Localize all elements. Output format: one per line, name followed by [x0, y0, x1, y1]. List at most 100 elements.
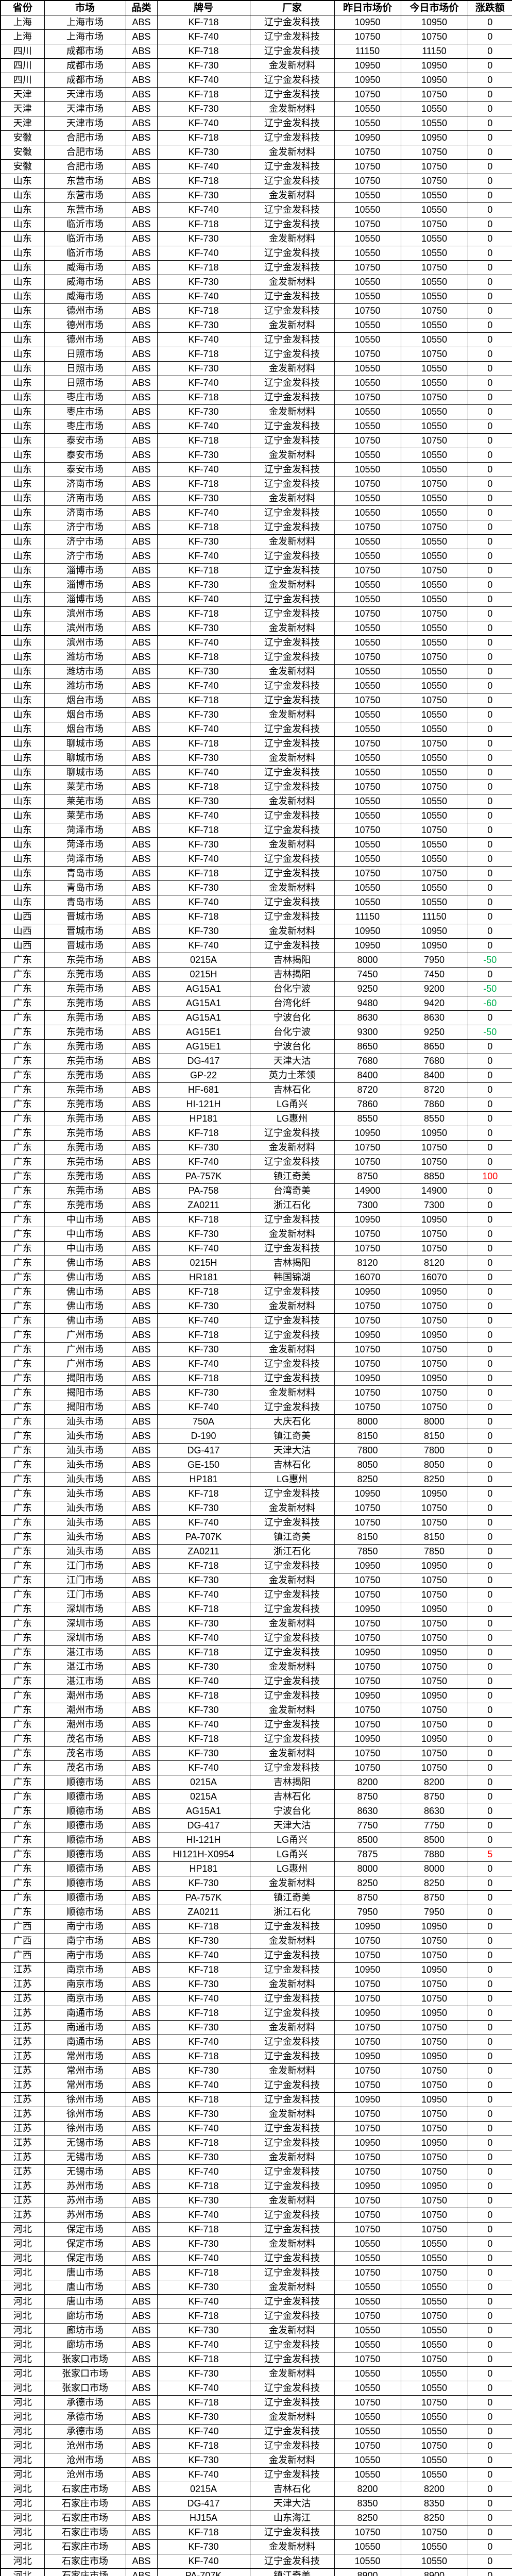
cell-market: 潍坊市场: [44, 679, 126, 693]
cell-grade: AG15A1: [157, 996, 250, 1011]
cell-province: 河北: [0, 2438, 45, 2453]
cell-market: 南宁市场: [44, 1934, 126, 1948]
cell-change: -50: [467, 953, 512, 968]
cell-grade: KF-730: [157, 534, 250, 549]
cell-manufacturer: 金发新材料: [249, 751, 335, 766]
cell-price-today: 10750: [400, 1140, 468, 1155]
cell-price-yesterday: 10750: [334, 2035, 401, 2049]
cell-manufacturer: 金发新材料: [249, 231, 335, 246]
table-row: 广东 中山市场 ABS KF-730 金发新材料 10750 10750 0: [0, 1227, 512, 1242]
cell-manufacturer: 辽宁金发科技: [249, 1732, 335, 1747]
cell-grade: KF-740: [157, 1948, 250, 1963]
cell-change: 0: [467, 1674, 512, 1689]
cell-manufacturer: 辽宁金发科技: [249, 2309, 335, 2324]
cell-price-yesterday: 10950: [334, 1962, 401, 1977]
cell-province: 广东: [0, 1025, 45, 1040]
table-row: 广东 顺德市场 ABS HI-121H LG甬兴 8500 8500 0: [0, 1833, 512, 1848]
cell-price-today: 10550: [400, 231, 468, 246]
cell-market: 德州市场: [44, 332, 126, 347]
cell-price-today: 10750: [400, 1948, 468, 1963]
cell-price-today: 10750: [400, 1501, 468, 1516]
cell-market: 顺德市场: [44, 1890, 126, 1905]
cell-market: 石家庄市场: [44, 2525, 126, 2540]
cell-grade: KF-730: [157, 794, 250, 809]
cell-market: 青岛市场: [44, 866, 126, 881]
cell-change: 0: [467, 1804, 512, 1819]
cell-manufacturer: 金发新材料: [249, 534, 335, 549]
cell-price-yesterday: 10750: [334, 1515, 401, 1530]
cell-province: 山东: [0, 650, 45, 665]
table-row: 广东 潮州市场 ABS KF-718 辽宁金发科技 10950 10950 0: [0, 1688, 512, 1703]
cell-province: 山东: [0, 880, 45, 895]
cell-category: ABS: [125, 2222, 158, 2237]
cell-grade: KF-730: [157, 1659, 250, 1674]
table-row: 广东 湛江市场 ABS KF-718 辽宁金发科技 10950 10950 0: [0, 1645, 512, 1660]
table-row: 河北 承德市场 ABS KF-718 辽宁金发科技 10750 10750 0: [0, 2395, 512, 2410]
cell-change: 0: [467, 852, 512, 867]
cell-category: ABS: [125, 87, 158, 102]
cell-market: 济宁市场: [44, 520, 126, 535]
table-row: 河北 唐山市场 ABS KF-730 金发新材料 10550 10550 0: [0, 2280, 512, 2295]
table-body: 上海 上海市场 ABS KF-718 辽宁金发科技 10950 10950 0 上海 上海市场 AB…: [0, 15, 512, 2576]
table-row: 山东 威海市场 ABS KF-718 辽宁金发科技 10750 10750 0: [0, 260, 512, 275]
cell-province: 天津: [0, 116, 45, 131]
cell-price-today: 10550: [400, 2337, 468, 2352]
cell-category: ABS: [125, 1890, 158, 1905]
cell-manufacturer: 金发新材料: [249, 1746, 335, 1761]
cell-category: ABS: [125, 477, 158, 492]
cell-price-yesterday: 10750: [334, 1674, 401, 1689]
cell-category: ABS: [125, 1804, 158, 1819]
cell-province: 山东: [0, 765, 45, 780]
cell-manufacturer: 镇江奇美: [249, 1890, 335, 1905]
cell-manufacturer: 金发新材料: [249, 2107, 335, 2122]
cell-change: 0: [467, 116, 512, 131]
cell-category: ABS: [125, 1183, 158, 1198]
cell-manufacturer: 辽宁金发科技: [249, 1991, 335, 2006]
table-row: 广东 江门市场 ABS KF-740 辽宁金发科技 10750 10750 0: [0, 1587, 512, 1602]
cell-price-yesterday: 8630: [334, 1804, 401, 1819]
table-row: 江苏 苏州市场 ABS KF-740 辽宁金发科技 10750 10750 0: [0, 2208, 512, 2223]
cell-price-today: 10750: [400, 693, 468, 708]
table-row: 河北 廊坊市场 ABS KF-740 辽宁金发科技 10550 10550 0: [0, 2337, 512, 2352]
cell-manufacturer: 辽宁金发科技: [249, 2424, 335, 2439]
table-row: 广东 汕头市场 ABS KF-740 辽宁金发科技 10750 10750 0: [0, 1515, 512, 1530]
cell-change: 0: [467, 1934, 512, 1948]
table-row: 山东 烟台市场 ABS KF-718 辽宁金发科技 10750 10750 0: [0, 693, 512, 708]
cell-market: 汕头市场: [44, 1429, 126, 1444]
cell-grade: KF-730: [157, 145, 250, 160]
table-row: 广东 东莞市场 ABS PA-758 台湾奇美 14900 14900 0: [0, 1183, 512, 1198]
cell-price-yesterday: 10750: [334, 1140, 401, 1155]
cell-manufacturer: 辽宁金发科技: [249, 1688, 335, 1703]
cell-province: 广东: [0, 1385, 45, 1400]
cell-price-today: 8630: [400, 1804, 468, 1819]
cell-price-yesterday: 10750: [334, 650, 401, 665]
cell-manufacturer: 金发新材料: [249, 1342, 335, 1357]
cell-market: 合肥市场: [44, 145, 126, 160]
cell-price-yesterday: 10550: [334, 202, 401, 217]
cell-category: ABS: [125, 1414, 158, 1429]
cell-manufacturer: 辽宁金发科技: [249, 1313, 335, 1328]
cell-grade: KF-740: [157, 2337, 250, 2352]
cell-grade: KF-718: [157, 1688, 250, 1703]
cell-category: ABS: [125, 1789, 158, 1804]
cell-province: 江苏: [0, 2063, 45, 2078]
cell-grade: KF-740: [157, 852, 250, 867]
cell-grade: KF-740: [157, 73, 250, 88]
cell-price-yesterday: 10750: [334, 2193, 401, 2208]
cell-market: 汕头市场: [44, 1486, 126, 1501]
cell-market: 顺德市场: [44, 1789, 126, 1804]
cell-category: ABS: [125, 15, 158, 30]
cell-market: 徐州市场: [44, 2092, 126, 2107]
cell-category: ABS: [125, 1429, 158, 1444]
cell-change: 0: [467, 765, 512, 780]
cell-price-yesterday: 10750: [334, 2309, 401, 2324]
cell-grade: KF-730: [157, 664, 250, 679]
table-row: 广东 佛山市场 ABS KF-718 辽宁金发科技 10950 10950 0: [0, 1284, 512, 1299]
cell-manufacturer: 镇江奇美: [249, 1429, 335, 1444]
cell-category: ABS: [125, 101, 158, 116]
table-row: 江苏 南通市场 ABS KF-740 辽宁金发科技 10750 10750 0: [0, 2035, 512, 2049]
cell-province: 河北: [0, 2352, 45, 2367]
cell-manufacturer: 金发新材料: [249, 2539, 335, 2554]
cell-category: ABS: [125, 188, 158, 203]
cell-manufacturer: 宁波台化: [249, 1804, 335, 1819]
